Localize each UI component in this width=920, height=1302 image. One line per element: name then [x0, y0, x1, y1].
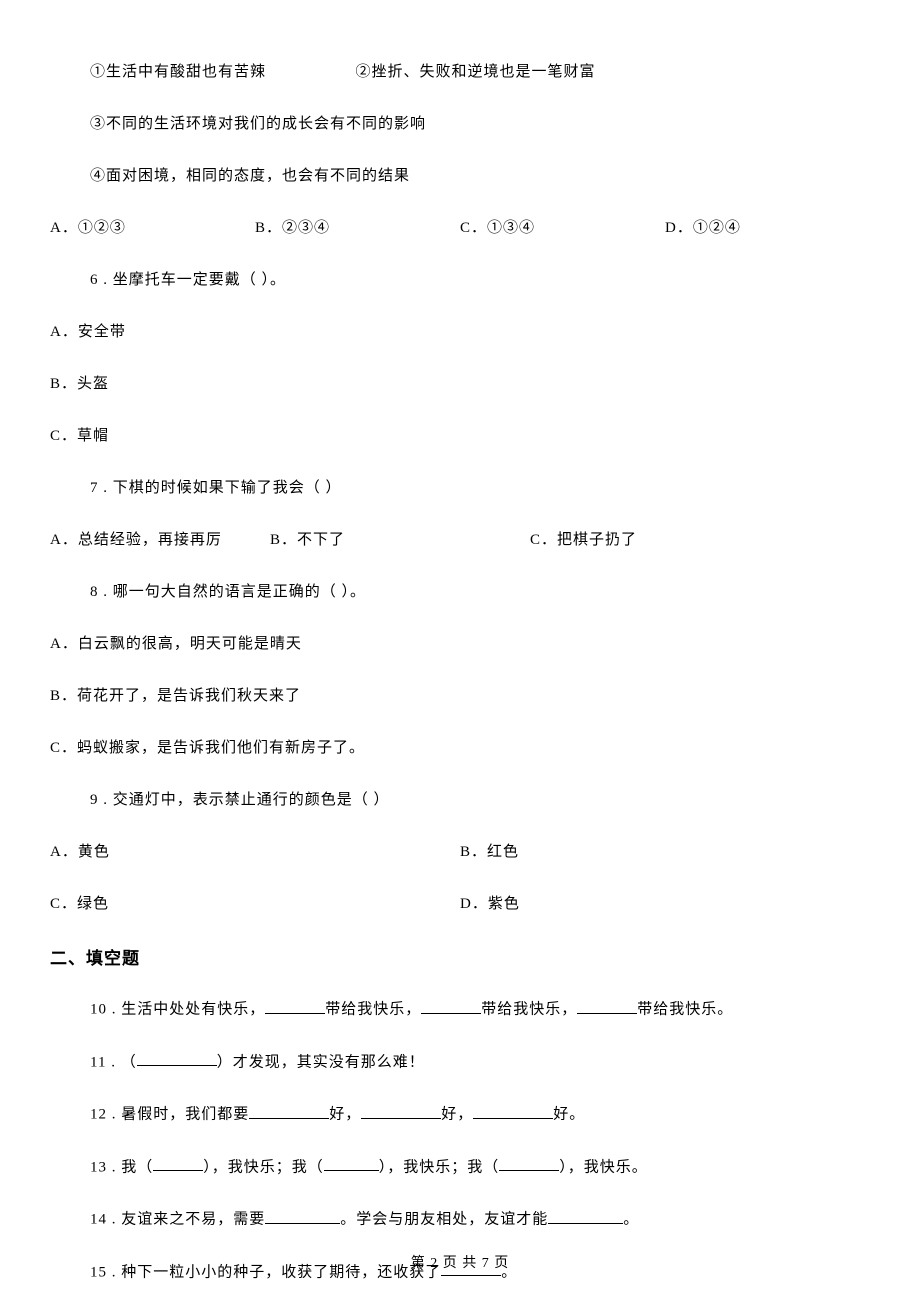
question-11: 11 . （ ）才发现，其实没有那么难！ [50, 1050, 870, 1075]
q7-option-c: C．把棋子扔了 [530, 528, 637, 552]
statement-1: ①生活中有酸甜也有苦辣 ②挫折、失败和逆境也是一笔财富 [50, 60, 870, 84]
question-12: 12 . 暑假时，我们都要 好， 好， 好。 [50, 1102, 870, 1127]
question-13: 13 . 我（ ），我快乐；我（ ），我快乐；我（ ），我快乐。 [50, 1155, 870, 1180]
q5-option-a: A．①②③ [50, 216, 255, 240]
section-2-title: 二、填空题 [50, 944, 870, 969]
q6-option-a: A．安全带 [50, 320, 870, 344]
blank [473, 1102, 553, 1119]
q10-part2: 带给我快乐， [325, 1002, 421, 1018]
q12-part1: 12 . 暑假时，我们都要 [90, 1107, 249, 1123]
q7-option-a: A．总结经验，再接再厉 [50, 528, 270, 552]
blank [548, 1207, 623, 1224]
question-6: 6 . 坐摩托车一定要戴（ ）。 [50, 268, 870, 292]
q13-part4: ），我快乐。 [559, 1159, 648, 1175]
blank [361, 1102, 441, 1119]
q9-option-b: B．红色 [460, 840, 870, 864]
q6-option-c: C．草帽 [50, 424, 870, 448]
question-7: 7 . 下棋的时候如果下输了我会（ ） [50, 476, 870, 500]
q11-part2: ）才发现，其实没有那么难！ [217, 1054, 425, 1070]
q11-part1: 11 . （ [90, 1054, 137, 1070]
q7-option-b: B．不下了 [270, 528, 530, 552]
question-8: 8 . 哪一句大自然的语言是正确的（ ）。 [50, 580, 870, 604]
q9-options-1: A．黄色 B．红色 [50, 840, 870, 864]
q5-option-c: C．①③④ [460, 216, 665, 240]
q12-part2: 好， [329, 1107, 361, 1123]
blank [499, 1155, 559, 1172]
blank [153, 1155, 203, 1172]
blank [137, 1050, 217, 1067]
q12-part4: 好。 [553, 1107, 585, 1123]
q12-part3: 好， [441, 1107, 473, 1123]
q14-part3: 。 [623, 1212, 639, 1228]
q10-part3: 带给我快乐， [481, 1002, 577, 1018]
blank [577, 997, 637, 1014]
statement-3: ③不同的生活环境对我们的成长会有不同的影响 [50, 112, 870, 136]
question-9: 9 . 交通灯中，表示禁止通行的颜色是（ ） [50, 788, 870, 812]
stmt1-text: ①生活中有酸甜也有苦辣 [90, 64, 266, 80]
q8-option-c: C．蚂蚁搬家，是告诉我们他们有新房子了。 [50, 736, 870, 760]
q8-option-b: B．荷花开了，是告诉我们秋天来了 [50, 684, 870, 708]
q13-part1: 13 . 我（ [90, 1159, 153, 1175]
statement-4: ④面对困境，相同的态度，也会有不同的结果 [50, 164, 870, 188]
q5-option-b: B．②③④ [255, 216, 460, 240]
blank [265, 997, 325, 1014]
q13-part3: ），我快乐；我（ [379, 1159, 500, 1175]
q9-option-d: D．紫色 [460, 892, 870, 916]
q8-option-a: A．白云飘的很高，明天可能是晴天 [50, 632, 870, 656]
q9-option-c: C．绿色 [50, 892, 460, 916]
question-10: 10 . 生活中处处有快乐， 带给我快乐， 带给我快乐， 带给我快乐。 [50, 997, 870, 1022]
blank [324, 1155, 379, 1172]
q14-part1: 14 . 友谊来之不易，需要 [90, 1212, 265, 1228]
blank [265, 1207, 340, 1224]
blank [421, 997, 481, 1014]
q9-options-2: C．绿色 D．紫色 [50, 892, 870, 916]
q5-option-d: D．①②④ [665, 216, 870, 240]
q5-options: A．①②③ B．②③④ C．①③④ D．①②④ [50, 216, 870, 240]
q6-option-b: B．头盔 [50, 372, 870, 396]
q14-part2: 。学会与朋友相处，友谊才能 [340, 1212, 548, 1228]
page-footer: 第 2 页 共 7 页 [0, 1252, 920, 1272]
blank [249, 1102, 329, 1119]
stmt2-text: ②挫折、失败和逆境也是一笔财富 [356, 64, 596, 80]
q13-part2: ），我快乐；我（ [203, 1159, 324, 1175]
q10-part1: 10 . 生活中处处有快乐， [90, 1002, 265, 1018]
question-14: 14 . 友谊来之不易，需要 。学会与朋友相处，友谊才能 。 [50, 1207, 870, 1232]
q7-options: A．总结经验，再接再厉 B．不下了 C．把棋子扔了 [50, 528, 870, 552]
q10-part4: 带给我快乐。 [637, 1002, 733, 1018]
q9-option-a: A．黄色 [50, 840, 460, 864]
